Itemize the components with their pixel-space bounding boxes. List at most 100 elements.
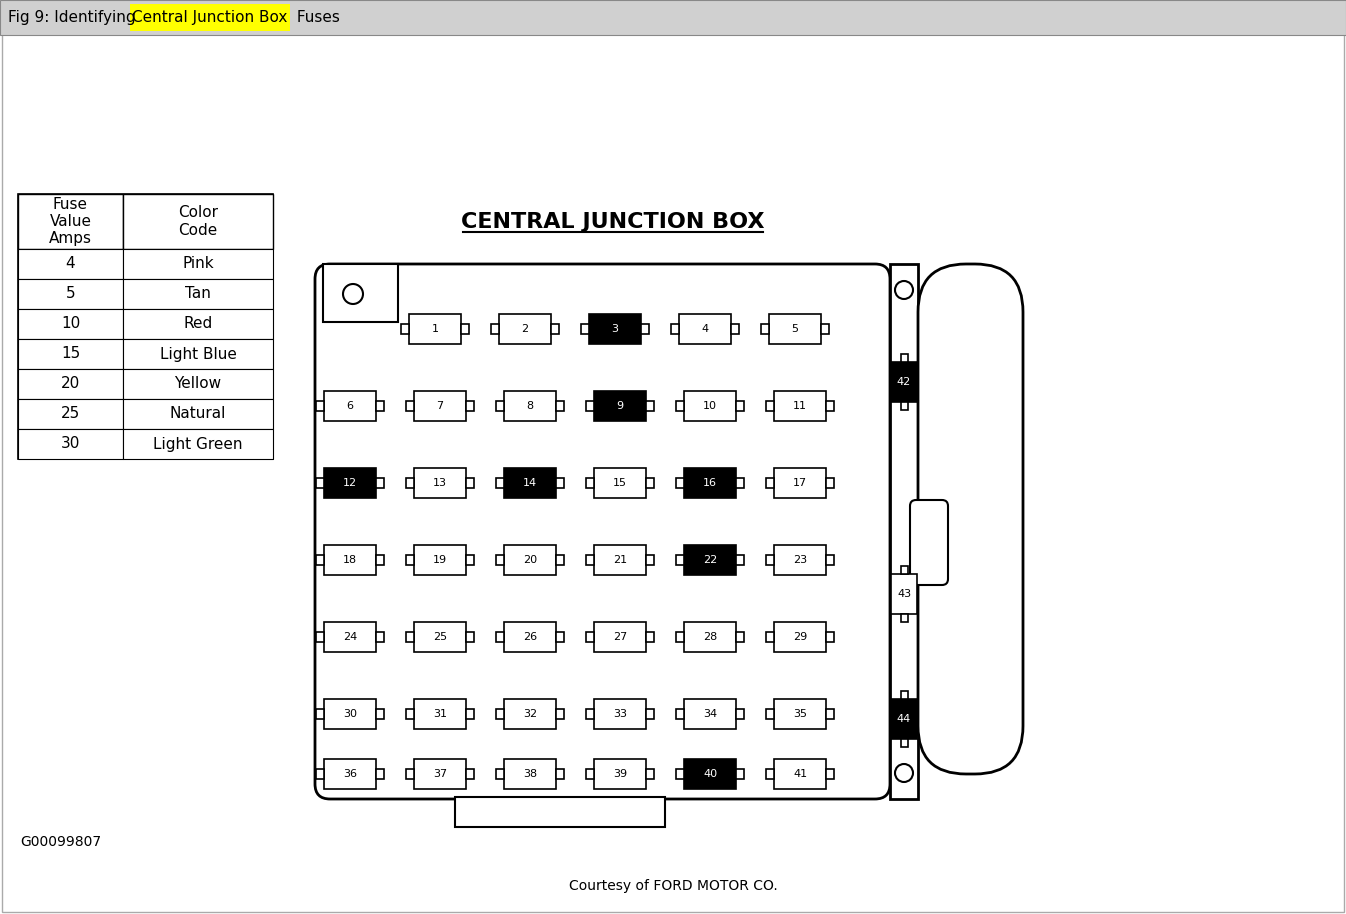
Bar [646, 478, 654, 488]
Bar [17, 339, 122, 369]
Bar [323, 264, 398, 322]
Bar [826, 555, 835, 565]
Bar [122, 339, 273, 369]
Bar [17, 309, 122, 339]
Bar [122, 399, 273, 429]
Text: 1: 1 [432, 324, 439, 334]
Text: 20: 20 [61, 377, 81, 391]
Bar [891, 699, 917, 739]
Text: 31: 31 [433, 709, 447, 719]
Text: 28: 28 [703, 632, 717, 642]
Bar [316, 709, 324, 719]
Bar [594, 699, 646, 729]
Bar [324, 759, 376, 789]
Bar [641, 324, 649, 334]
Text: 13: 13 [433, 478, 447, 488]
Text: 15: 15 [612, 478, 627, 488]
Bar [586, 478, 594, 488]
Bar [401, 324, 409, 334]
Bar [646, 632, 654, 642]
Bar [594, 391, 646, 421]
Bar [676, 709, 684, 719]
Bar [826, 632, 835, 642]
Text: 10: 10 [61, 316, 81, 332]
Bar [736, 555, 744, 565]
Text: 40: 40 [703, 769, 717, 779]
Bar [122, 194, 273, 249]
Bar [556, 401, 564, 411]
Bar [826, 401, 835, 411]
Bar [17, 399, 122, 429]
Bar [676, 478, 684, 488]
Bar [586, 555, 594, 565]
Bar [900, 614, 907, 622]
Bar [316, 632, 324, 642]
Bar [766, 401, 774, 411]
Bar [646, 555, 654, 565]
Text: 30: 30 [343, 709, 357, 719]
Bar [900, 402, 907, 410]
Bar [890, 264, 918, 799]
Circle shape [895, 281, 913, 299]
Bar [0, 0, 1346, 35]
Bar [594, 545, 646, 575]
Text: 15: 15 [61, 346, 81, 362]
Bar [646, 769, 654, 779]
Bar [495, 555, 503, 565]
Bar [406, 632, 415, 642]
Bar [406, 555, 415, 565]
Bar [466, 769, 474, 779]
Bar [324, 699, 376, 729]
Bar [774, 468, 826, 498]
Text: 34: 34 [703, 709, 717, 719]
Bar [769, 314, 821, 344]
Text: 43: 43 [896, 589, 911, 599]
Bar [736, 401, 744, 411]
Text: 7: 7 [436, 401, 444, 411]
Bar [766, 709, 774, 719]
Bar [455, 797, 665, 827]
FancyBboxPatch shape [918, 264, 1023, 774]
Bar [646, 709, 654, 719]
Bar [556, 632, 564, 642]
Text: Fig 9: Identifying: Fig 9: Identifying [8, 10, 140, 25]
Bar [491, 324, 499, 334]
Bar [774, 759, 826, 789]
Bar [122, 309, 273, 339]
Text: 21: 21 [612, 555, 627, 565]
Text: 5: 5 [791, 324, 798, 334]
Bar [503, 759, 556, 789]
Text: 30: 30 [61, 437, 81, 452]
Bar [17, 429, 122, 459]
Bar [736, 709, 744, 719]
Bar [736, 769, 744, 779]
Text: 22: 22 [703, 555, 717, 565]
Text: Central Junction Box: Central Junction Box [132, 10, 287, 25]
Bar [17, 194, 273, 459]
Bar [406, 478, 415, 488]
Bar [415, 699, 466, 729]
Bar [415, 759, 466, 789]
Bar [891, 362, 917, 402]
Bar [684, 468, 736, 498]
Bar [556, 478, 564, 488]
Bar [415, 468, 466, 498]
Bar [774, 545, 826, 575]
Bar [826, 709, 835, 719]
Bar [503, 622, 556, 652]
Text: 17: 17 [793, 478, 808, 488]
Bar [324, 391, 376, 421]
Text: 32: 32 [524, 709, 537, 719]
Bar [409, 314, 460, 344]
Text: Fuses: Fuses [292, 10, 339, 25]
Bar [684, 622, 736, 652]
Bar [774, 391, 826, 421]
Bar [376, 401, 384, 411]
Text: 4: 4 [701, 324, 708, 334]
Text: 37: 37 [433, 769, 447, 779]
Text: 16: 16 [703, 478, 717, 488]
Text: G00099807: G00099807 [20, 835, 101, 849]
Text: 27: 27 [612, 632, 627, 642]
FancyBboxPatch shape [315, 264, 890, 799]
Bar [406, 401, 415, 411]
